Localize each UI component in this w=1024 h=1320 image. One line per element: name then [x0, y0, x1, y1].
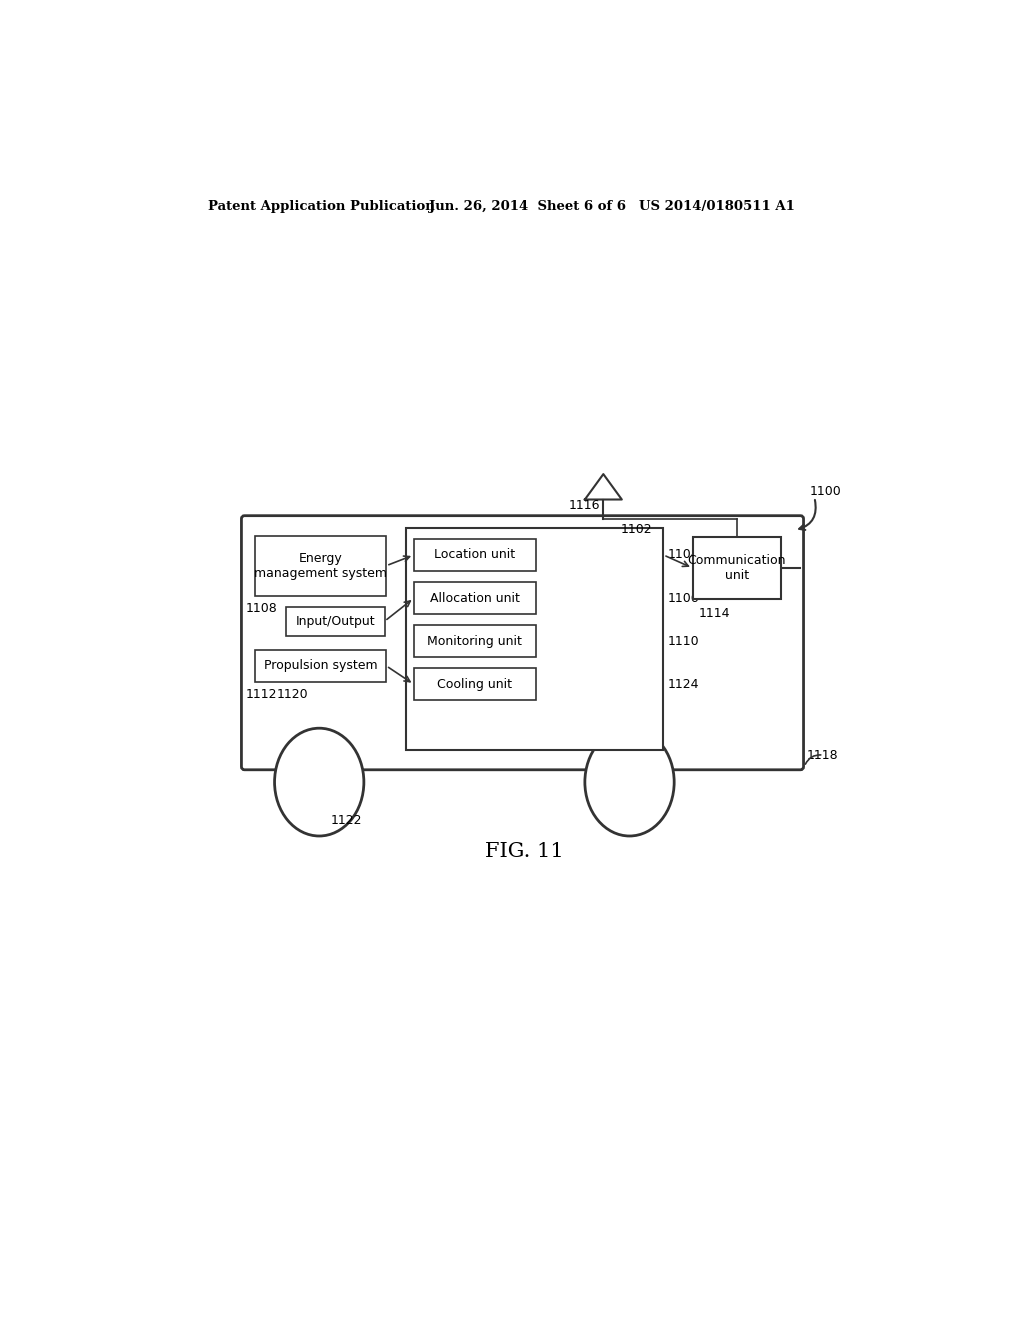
Text: 1120: 1120	[276, 688, 308, 701]
Text: 1122: 1122	[331, 814, 362, 828]
Bar	[414, 582, 536, 614]
Ellipse shape	[585, 729, 674, 836]
Text: 1124: 1124	[668, 677, 698, 690]
Text: 1116: 1116	[568, 499, 600, 512]
Text: Jun. 26, 2014  Sheet 6 of 6: Jun. 26, 2014 Sheet 6 of 6	[429, 199, 627, 213]
Text: Cooling unit: Cooling unit	[437, 677, 512, 690]
Text: 1114: 1114	[698, 607, 730, 619]
Text: 1104: 1104	[668, 548, 698, 561]
Text: 1100: 1100	[810, 484, 842, 498]
Bar	[414, 539, 536, 572]
Bar	[255, 536, 386, 595]
Bar	[407, 528, 664, 750]
Text: Input/Output: Input/Output	[296, 615, 375, 628]
Text: FIG. 11: FIG. 11	[485, 842, 564, 861]
Bar	[692, 537, 781, 599]
Bar	[255, 649, 386, 682]
Text: 1110: 1110	[668, 635, 698, 648]
Text: Monitoring unit: Monitoring unit	[427, 635, 522, 648]
Text: 1106: 1106	[668, 591, 698, 605]
Text: Patent Application Publication: Patent Application Publication	[208, 199, 434, 213]
Text: US 2014/0180511 A1: US 2014/0180511 A1	[639, 199, 795, 213]
Text: Energy
management system: Energy management system	[254, 552, 387, 579]
FancyBboxPatch shape	[242, 516, 804, 770]
Text: Propulsion system: Propulsion system	[264, 659, 378, 672]
Bar	[286, 607, 385, 636]
Text: 1108: 1108	[246, 602, 278, 615]
Text: Location unit: Location unit	[434, 548, 515, 561]
Text: 1118: 1118	[807, 748, 839, 762]
Bar	[414, 626, 536, 657]
Text: Allocation unit: Allocation unit	[430, 591, 520, 605]
Ellipse shape	[274, 729, 364, 836]
Text: Communication
unit: Communication unit	[688, 554, 786, 582]
Bar	[414, 668, 536, 701]
Text: 1112: 1112	[246, 688, 278, 701]
Text: 1102: 1102	[621, 524, 652, 536]
